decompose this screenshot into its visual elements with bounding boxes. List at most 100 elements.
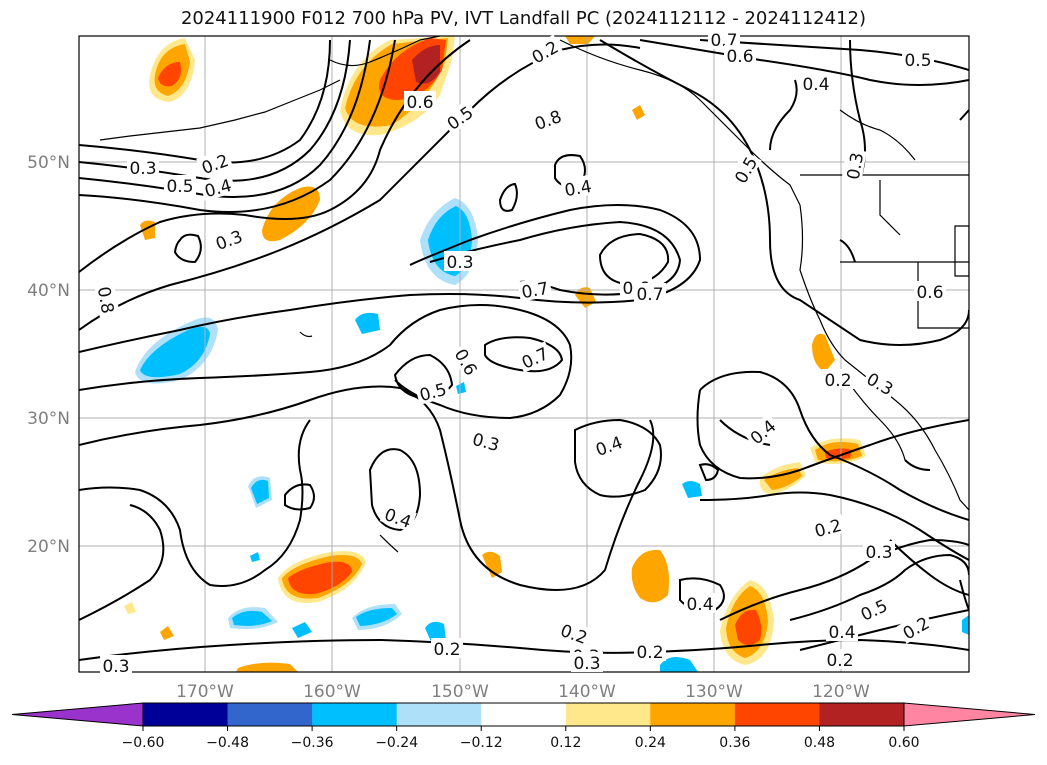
latitude-labels: 50°N 40°N 30°N 20°N [27,153,70,557]
contour-label-bg [100,655,132,675]
colorbar-extend-min [11,702,144,727]
colorbar-segment [312,703,398,726]
colorbar-tick-label: −0.36 [291,735,334,751]
contour-label-bg [404,91,436,111]
contour-label: 0.2 [636,643,663,663]
contour-label-bg [127,157,159,177]
contour-label-bg [822,369,854,389]
contour-label-bg [571,652,603,672]
colorbar-segment [565,703,651,726]
lat-label-50n: 50°N [27,153,70,173]
contour-label-bg [529,104,567,134]
map-border [78,35,970,673]
colorbar-tick-label: −0.24 [375,735,418,751]
colorbar-tick-label: −0.48 [206,735,249,751]
contour-label-bg [450,342,484,381]
contour-label-bg [684,593,716,613]
lat-label-20n: 20°N [27,537,70,557]
contour-label-bg [164,175,196,195]
contour-label-bg [728,150,762,189]
contour-label-bg [560,174,596,200]
contour-label-bg [634,283,666,303]
contour-label-bg [634,641,666,661]
contour-label: 0.8 [93,285,117,315]
contour-label: 0.3 [573,654,600,674]
colorbar: −0.60 −0.48 −0.36 −0.24 −0.12 0.12 0.24 0.36 0.4… [11,702,1036,751]
shading-patch-b [262,186,320,242]
contour-label: 0.3 [865,543,892,563]
contour-label: 0.2 [824,371,851,391]
colorbar-segment [396,703,482,726]
contour-label-bg [440,99,479,135]
contour-label-bg [824,649,856,669]
contour-label-bg [743,413,782,450]
colorbar-tick-label: 0.12 [550,735,581,751]
contour-label-bg [199,173,236,201]
colorbar-outline [142,702,905,727]
contour-label-bg [379,502,417,532]
contour-label-bg [914,281,946,301]
contour-label: 0.3 [446,253,473,273]
contour-label: 0.7 [520,279,550,303]
colorbar-tick-label: 0.36 [719,735,750,751]
colorbar-segment [819,703,905,726]
colorbar-tick-label: 0.48 [804,735,835,751]
contour-label: 0.4 [686,595,713,615]
contour-label-bg [444,251,476,271]
contour-labels: 0.70.6 0.50.40.3 0.20.5 0.40.30.20.50.60.80… [93,29,946,677]
colorbar-segment [227,703,313,726]
colorbar-segment [143,703,229,726]
contour-label-bg [210,224,248,254]
colorbar-segment [481,703,567,726]
contour-label: 0.5 [904,51,931,71]
lon-label-150w: 150°W [431,682,489,702]
contour-label: 0.3 [102,657,129,677]
contour-label-bg [515,341,554,373]
colorbar-tick-label: 0.60 [888,735,919,751]
contour-label-bg [517,276,553,302]
colorbar-tick-label: −0.12 [460,735,503,751]
contour-label: 0.4 [828,623,855,643]
contour-label-bg [826,621,858,641]
contour-label: 0.6 [916,283,943,303]
contour-label: 0.3 [844,151,868,181]
lon-label-170w: 170°W [176,682,234,702]
contour-label-bg [708,29,740,49]
lat-label-40n: 40°N [27,281,70,301]
lon-label-160w: 160°W [303,682,361,702]
contour-label-bg [896,610,935,644]
contour-label-bg [724,45,756,65]
contour-label: 0.2 [433,640,460,660]
contour-label-bg [525,34,564,68]
contour-label: 0.3 [129,159,156,179]
contour-label-bg [902,49,934,69]
contour-label: 0.7 [636,285,663,305]
lon-label-120w: 120°W [812,682,870,702]
contour-label-bg [854,593,893,625]
lon-label-140w: 140°W [558,682,616,702]
contour-label: 0.6 [726,47,753,67]
lon-label-130w: 130°W [685,682,743,702]
graticule [79,36,969,672]
colorbar-extend-max [903,702,1036,727]
contour-label-bg [809,513,846,541]
colorbar-segment [650,703,736,726]
contour-label: 0.4 [802,75,829,95]
map-title: 2024111900 F012 700 hPa PV, IVT Landfall… [180,8,867,29]
contour-label-bg [94,282,120,318]
contour-label-bg [555,618,593,648]
contour-label-bg [468,427,505,455]
contour-label: 0.4 [563,177,593,201]
lat-label-30n: 30°N [27,409,70,429]
contour-label: 0.6 [406,93,433,113]
longitude-labels: 170°W 160°W 150°W 140°W 130°W 120°W [176,682,870,702]
contour-label-bg [414,377,451,405]
contour-label-bg [841,148,867,184]
contour-label-bg [196,148,234,178]
contour-label-bg [863,541,895,561]
colorbar-tick-label: 0.24 [635,735,666,751]
contour-label: 0.5 [166,177,193,197]
contour-label-bg [590,430,628,460]
colorbar-segment [734,703,820,726]
